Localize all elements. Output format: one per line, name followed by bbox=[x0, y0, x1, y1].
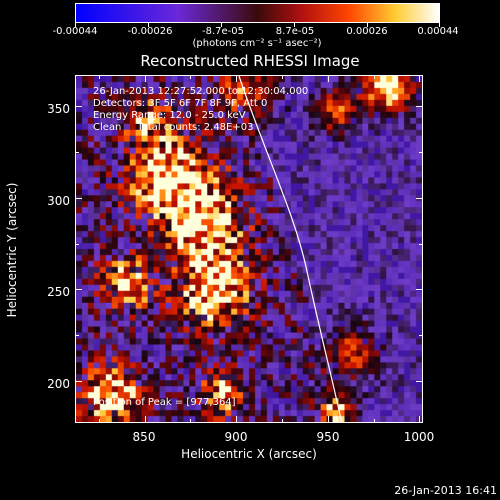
axis-tick-mark bbox=[75, 197, 82, 199]
peak-position-label: Position of Peak = [977,364] bbox=[93, 397, 236, 408]
axis-tick-mark bbox=[236, 416, 238, 423]
x-tick-label: 850 bbox=[132, 430, 156, 444]
axis-tick-mark bbox=[236, 75, 238, 82]
plot-title: Reconstructed RHESSI Image bbox=[140, 52, 360, 70]
heatmap-image bbox=[76, 76, 422, 422]
axis-tick-mark bbox=[416, 380, 423, 382]
axis-tick-mark bbox=[144, 416, 146, 423]
plot-timestamp: 26-Jan-2013 16:41 bbox=[394, 484, 497, 497]
axis-tick-mark bbox=[75, 380, 82, 382]
colorbar-tick-label: -0.00026 bbox=[127, 26, 173, 37]
y-tick-label: 250 bbox=[47, 285, 70, 299]
axis-tick-mark bbox=[190, 75, 192, 79]
axis-tick-mark bbox=[373, 75, 375, 79]
colorbar-tick bbox=[221, 23, 222, 27]
axis-tick-mark bbox=[75, 335, 79, 337]
info-line: Energy Range: 12.0 - 25.0 keV bbox=[93, 110, 246, 121]
axis-tick-mark bbox=[75, 289, 82, 291]
x-tick-label: 1000 bbox=[403, 430, 435, 444]
axis-tick-mark bbox=[327, 75, 329, 82]
axis-tick-mark bbox=[75, 106, 82, 108]
info-line: Clean Total counts: 2.48E+03 bbox=[93, 122, 254, 133]
colorbar-tick bbox=[294, 23, 295, 27]
y-axis-label: Heliocentric Y (arcsec) bbox=[5, 182, 19, 318]
colorbar-tick-label: -0.00044 bbox=[52, 26, 98, 37]
axis-tick-mark bbox=[98, 419, 100, 423]
image-plot bbox=[75, 75, 423, 423]
x-tick-label: 900 bbox=[224, 430, 248, 444]
colorbar bbox=[75, 3, 440, 23]
colorbar-tick-label: -8.7e-05 bbox=[202, 26, 244, 37]
axis-tick-mark bbox=[419, 75, 421, 82]
axis-tick-mark bbox=[190, 419, 192, 423]
y-tick-label: 300 bbox=[47, 194, 70, 208]
colorbar-tick-label: 0.00026 bbox=[346, 26, 388, 37]
colorbar-tick-label: 0.00044 bbox=[417, 26, 459, 37]
axis-tick-mark bbox=[416, 289, 423, 291]
colorbar-tick bbox=[439, 23, 440, 27]
axis-tick-mark bbox=[419, 335, 423, 337]
x-tick-label: 950 bbox=[316, 430, 340, 444]
axis-tick-mark bbox=[419, 243, 423, 245]
colorbar-tick bbox=[367, 23, 368, 27]
axis-tick-mark bbox=[327, 416, 329, 423]
axis-tick-mark bbox=[75, 243, 79, 245]
axis-tick-mark bbox=[419, 416, 421, 423]
axis-tick-mark bbox=[144, 75, 146, 82]
axis-tick-mark bbox=[281, 419, 283, 423]
axis-tick-mark bbox=[98, 75, 100, 79]
axis-tick-mark bbox=[416, 106, 423, 108]
colorbar-gradient bbox=[76, 4, 439, 22]
solar-limb-line bbox=[238, 76, 343, 422]
y-tick-label: 200 bbox=[47, 377, 70, 391]
axis-tick-mark bbox=[416, 197, 423, 199]
y-tick-label: 350 bbox=[47, 102, 70, 116]
limb-overlay bbox=[238, 76, 343, 422]
info-line: Detectors: 3F 5F 6F 7F 8F 9F, Att 0 bbox=[93, 98, 268, 109]
axis-tick-mark bbox=[281, 75, 283, 79]
colorbar-tick bbox=[148, 23, 149, 27]
info-line: 26-Jan-2013 12:27:52.000 to 12:30:04.000 bbox=[93, 86, 309, 97]
axis-tick-mark bbox=[419, 151, 423, 153]
colorbar-tick bbox=[75, 23, 76, 27]
axis-tick-mark bbox=[373, 419, 375, 423]
axis-tick-mark bbox=[75, 151, 79, 153]
x-axis-label: Heliocentric X (arcsec) bbox=[181, 447, 317, 461]
colorbar-tick-label: 8.7e-05 bbox=[275, 26, 315, 37]
colorbar-unit: (photons cm⁻² s⁻¹ asec⁻²) bbox=[192, 38, 322, 49]
